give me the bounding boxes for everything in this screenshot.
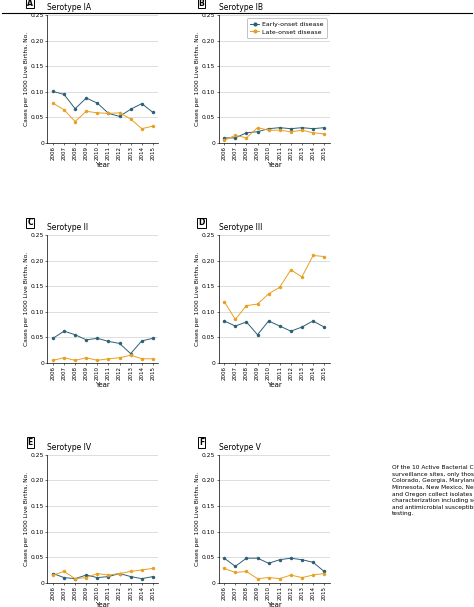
Y-axis label: Cases per 1000 Live Births, No.: Cases per 1000 Live Births, No. [24,252,29,346]
X-axis label: Year: Year [96,162,110,168]
Y-axis label: Cases per 1000 Live Births, No.: Cases per 1000 Live Births, No. [24,32,29,126]
Y-axis label: Cases per 1000 Live Births, No.: Cases per 1000 Live Births, No. [195,252,201,346]
Text: Of the 10 Active Bacterial Core
surveillance sites, only those in
Colorado, Geor: Of the 10 Active Bacterial Core surveill… [392,465,474,517]
Text: C: C [27,219,33,228]
Text: B: B [199,0,204,7]
Text: Serotype IV: Serotype IV [47,443,91,452]
Y-axis label: Cases per 1000 Live Births, No.: Cases per 1000 Live Births, No. [24,472,29,566]
X-axis label: Year: Year [96,602,110,607]
Text: A: A [27,0,33,7]
X-axis label: Year: Year [267,382,282,388]
X-axis label: Year: Year [96,382,110,388]
Text: Serotype IA: Serotype IA [47,3,91,12]
Legend: Early-onset disease, Late-onset disease: Early-onset disease, Late-onset disease [247,18,327,38]
Text: Serotype II: Serotype II [47,223,89,232]
Text: Serotype III: Serotype III [219,223,262,232]
Y-axis label: Cases per 1000 Live Births, No.: Cases per 1000 Live Births, No. [195,32,201,126]
Text: F: F [199,438,204,447]
X-axis label: Year: Year [267,602,282,607]
Y-axis label: Cases per 1000 Live Births, No.: Cases per 1000 Live Births, No. [195,472,201,566]
Text: Serotype IB: Serotype IB [219,3,263,12]
Text: D: D [198,219,205,228]
Text: E: E [27,438,33,447]
Text: Serotype V: Serotype V [219,443,261,452]
X-axis label: Year: Year [267,162,282,168]
